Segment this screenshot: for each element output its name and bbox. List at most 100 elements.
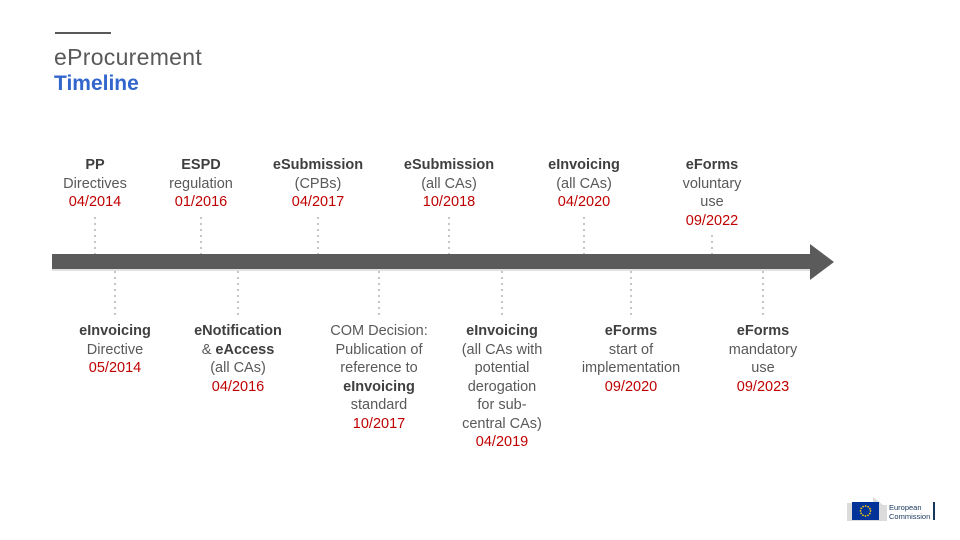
- milestone-date: 10/2018: [422, 194, 476, 210]
- milestone-line: eSubmission: [273, 156, 363, 175]
- milestone-text: eSubmission (all CAs) 10/2018: [404, 156, 494, 212]
- milestone-date: 10/2017: [352, 415, 406, 432]
- dotted-connector-line: [583, 216, 585, 254]
- milestone-date: 04/2014: [68, 194, 122, 210]
- milestone-top-4: eSubmission (all CAs) 10/2018: [374, 156, 524, 254]
- european-commission-logo: European Commission: [845, 495, 937, 528]
- logo-text-line1: European: [889, 503, 922, 512]
- milestone-name: eInvoicing: [466, 323, 538, 339]
- milestone-line: start of: [582, 341, 680, 360]
- milestone-name: eForms: [604, 323, 658, 339]
- milestone-detail: potential: [474, 360, 530, 376]
- page-subtitle: Timeline: [54, 72, 139, 95]
- milestone-detail: start of: [608, 341, 654, 358]
- milestone-text: eNotification & eAccess (all CAs) 04/2016: [194, 322, 282, 396]
- milestone-detail: use: [700, 194, 724, 210]
- milestone-date: 04/2019: [475, 434, 529, 450]
- dotted-connector-line: [94, 216, 96, 254]
- milestone-line: 10/2017: [330, 415, 428, 434]
- milestone-line: Directive: [79, 341, 151, 360]
- dotted-connector-line: [237, 271, 239, 316]
- dotted-connector-line: [762, 271, 764, 316]
- milestone-line: eInvoicing: [330, 378, 428, 397]
- milestone-bottom-5: eForms start of implementation 09/2020: [556, 271, 706, 396]
- milestone-detail: (all CAs with: [461, 341, 543, 358]
- milestone-bottom-4: eInvoicing (all CAs with potential derogati…: [427, 271, 577, 452]
- milestone-line: regulation: [169, 175, 233, 194]
- milestone-top-2: ESPD regulation 01/2016: [126, 156, 276, 254]
- milestone-line: eInvoicing: [548, 156, 620, 175]
- milestone-bottom-3: COM Decision: Publication of reference to e…: [304, 271, 454, 433]
- milestone-date: 09/2022: [685, 212, 739, 229]
- milestone-line: for sub-: [462, 396, 543, 415]
- milestone-line: 09/2020: [582, 378, 680, 397]
- logo-text-line2: Commission: [889, 512, 931, 521]
- milestone-line: Directives: [63, 175, 127, 194]
- milestone-line: eSubmission: [404, 156, 494, 175]
- milestone-detail: voluntary: [682, 175, 742, 192]
- logo-text: European Commission: [889, 503, 930, 521]
- dotted-connector-line: [630, 271, 632, 316]
- milestone-line: derogation: [462, 378, 543, 397]
- milestone-name: eSubmission: [403, 157, 495, 173]
- milestone-detail: mandatory: [728, 341, 798, 358]
- milestone-detail: use: [751, 360, 775, 376]
- dotted-connector-line: [501, 271, 503, 316]
- dotted-connector-line: [200, 216, 202, 254]
- milestone-detail: reference to: [340, 360, 418, 376]
- milestone-line: reference to: [330, 359, 428, 378]
- milestone-name: eAccess: [215, 341, 275, 358]
- milestone-name: eSubmission: [272, 157, 364, 173]
- milestone-line: (all CAs with: [462, 341, 543, 360]
- milestone-line: ESPD: [169, 156, 233, 175]
- milestone-detail: for sub-: [477, 397, 527, 413]
- milestone-date: 01/2016: [174, 194, 228, 210]
- milestone-line: & eAccess: [194, 341, 282, 360]
- dotted-connector-line: [114, 271, 116, 316]
- milestone-line: eNotification: [194, 322, 282, 341]
- page-title: eProcurement: [54, 44, 203, 70]
- milestone-detail: regulation: [169, 175, 233, 192]
- milestone-detail: standard: [350, 397, 408, 413]
- milestone-detail: (all CAs): [556, 175, 612, 192]
- milestone-date: 09/2020: [604, 378, 658, 395]
- milestone-line: central CAs): [462, 415, 543, 434]
- milestone-detail: derogation: [467, 378, 537, 395]
- milestone-text: PP Directives 04/2014: [63, 156, 127, 212]
- milestone-line: 09/2023: [729, 378, 798, 397]
- milestone-date: 04/2016: [211, 378, 265, 395]
- milestone-line: (all CAs): [194, 359, 282, 378]
- milestone-text: COM Decision: Publication of reference to e…: [330, 322, 428, 433]
- milestone-text: eForms start of implementation 09/2020: [582, 322, 680, 396]
- milestone-line: use: [729, 359, 798, 378]
- milestone-bottom-6: eForms mandatory use 09/2023: [688, 271, 838, 396]
- milestone-detail: Directive: [86, 341, 144, 358]
- milestone-name: eInvoicing: [548, 157, 620, 173]
- milestone-line: eForms: [729, 322, 798, 341]
- milestone-date: 09/2023: [736, 378, 790, 395]
- milestone-line: standard: [330, 396, 428, 415]
- milestone-name: eForms: [685, 157, 739, 173]
- milestone-name: eForms: [736, 323, 790, 339]
- milestone-line: 01/2016: [169, 193, 233, 212]
- timeline-bar: [52, 254, 810, 269]
- milestone-top-3: eSubmission (CPBs) 04/2017: [243, 156, 393, 254]
- milestone-line: 10/2018: [404, 193, 494, 212]
- milestone-line: 04/2014: [63, 193, 127, 212]
- milestone-text: eSubmission (CPBs) 04/2017: [273, 156, 363, 212]
- milestone-date: 04/2017: [291, 194, 345, 210]
- milestone-line: 04/2019: [462, 433, 543, 452]
- milestone-detail: (all CAs): [210, 360, 266, 376]
- milestone-line: COM Decision:: [330, 322, 428, 341]
- milestone-name: eInvoicing: [79, 323, 151, 339]
- milestone-line: (CPBs): [273, 175, 363, 194]
- milestone-text: eInvoicing Directive 05/2014: [79, 322, 151, 378]
- milestone-text: ESPD regulation 01/2016: [169, 156, 233, 212]
- milestone-detail: COM Decision:: [330, 323, 428, 339]
- milestone-bottom-2: eNotification & eAccess (all CAs) 04/2016: [163, 271, 313, 396]
- milestone-top-6: eForms voluntary use 09/2022: [637, 156, 787, 254]
- dotted-connector-line: [317, 216, 319, 254]
- dotted-connector-line: [711, 235, 713, 254]
- milestone-top-5: eInvoicing (all CAs) 04/2020: [509, 156, 659, 254]
